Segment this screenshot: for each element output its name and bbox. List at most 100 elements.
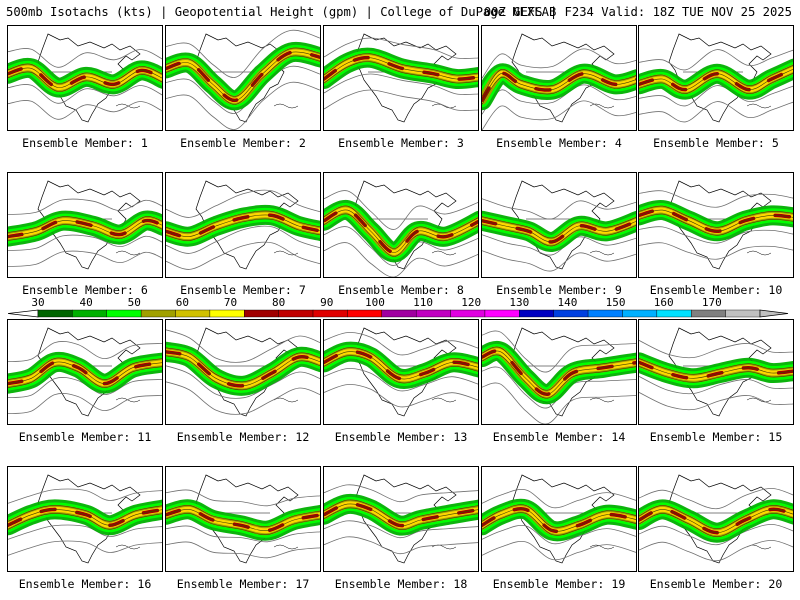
member-map	[482, 33, 636, 130]
ensemble-member-panel	[165, 25, 321, 131]
member-map	[639, 180, 793, 270]
member-map	[482, 327, 636, 424]
ensemble-member-panel	[323, 25, 479, 131]
height-contour	[639, 523, 793, 546]
streamline	[166, 51, 320, 101]
ensemble-member-panel	[638, 319, 794, 425]
ensemble-member-label: Ensemble Member: 15	[649, 430, 783, 444]
height-contour	[482, 250, 636, 272]
streamline	[8, 220, 162, 237]
member-map	[482, 474, 636, 564]
height-contour	[639, 190, 793, 208]
ensemble-member-panel	[481, 319, 637, 425]
colorbar-tick-label: 70	[224, 296, 237, 309]
streamline	[639, 213, 793, 236]
ensemble-member-panel	[165, 172, 321, 278]
height-contour	[8, 393, 162, 414]
height-contour	[8, 234, 162, 251]
island-outline	[589, 544, 615, 550]
ensemble-member-panel	[7, 25, 163, 131]
ensemble-member-panel	[7, 466, 163, 572]
height-contour	[639, 101, 793, 123]
colorbar-tick-label: 110	[413, 296, 433, 309]
height-contour	[324, 520, 478, 539]
colorbar-swatch	[244, 309, 279, 318]
height-contour	[482, 198, 636, 220]
member-map	[8, 180, 162, 270]
height-contour	[639, 226, 793, 244]
member-map	[324, 327, 478, 417]
streamline	[166, 214, 320, 237]
ensemble-member-label: Ensemble Member: 1	[22, 136, 148, 150]
coastline-outline	[668, 180, 772, 270]
height-contour	[324, 242, 478, 277]
ensemble-member-label: Ensemble Member: 2	[180, 136, 306, 150]
height-contour	[324, 73, 478, 95]
ensemble-member-label: Ensemble Member: 13	[334, 430, 468, 444]
height-contour	[8, 540, 162, 556]
ensemble-member-panel	[638, 466, 794, 572]
colorbar-tick-label: 160	[654, 296, 674, 309]
height-contour	[639, 49, 793, 71]
ensemble-member-panel	[323, 466, 479, 572]
streamline	[482, 504, 636, 528]
streamline	[639, 205, 793, 228]
colorbar-tick-label: 170	[702, 296, 722, 309]
ensemble-member-label: Ensemble Member: 11	[18, 430, 152, 444]
member-map	[8, 474, 162, 564]
colorbar-graphic: 30 40 50 60 70 80 90 100 110 120 130 140 150 160 170	[8, 296, 789, 318]
island-outline	[746, 103, 772, 109]
streamline	[639, 209, 793, 232]
streamline	[639, 366, 793, 383]
height-contour	[166, 29, 320, 78]
streamline	[639, 513, 793, 538]
colorbar-tick-label: 120	[461, 296, 481, 309]
ensemble-member-panel	[165, 466, 321, 572]
ensemble-member-label: Ensemble Member: 12	[176, 430, 310, 444]
height-contour	[324, 332, 478, 356]
island-outline	[273, 544, 299, 550]
streamline	[166, 513, 320, 536]
streamline	[324, 209, 478, 253]
height-contour	[166, 65, 320, 114]
streamline	[166, 55, 320, 105]
height-contour	[8, 198, 162, 215]
height-contour	[482, 234, 636, 256]
colorbar-swatch	[484, 309, 520, 318]
height-contour	[482, 330, 636, 373]
streamline	[324, 347, 478, 376]
ensemble-member-label: Ensemble Member: 8	[338, 283, 464, 297]
island-outline	[589, 103, 615, 109]
ensemble-member-label: Ensemble Member: 7	[180, 283, 306, 297]
colorbar-left-arrow	[8, 309, 39, 318]
ensemble-member-label: Ensemble Member: 9	[496, 283, 622, 297]
ensemble-member-panel	[323, 172, 479, 278]
colorbar-swatch	[725, 309, 761, 318]
height-contour	[166, 541, 320, 559]
height-contour	[166, 489, 320, 507]
ensemble-member-label: Ensemble Member: 3	[338, 136, 464, 150]
colorbar-tick-label: 130	[509, 296, 529, 309]
streamline	[639, 68, 793, 90]
height-contour	[8, 250, 162, 267]
island-outline	[431, 397, 457, 403]
island-outline	[589, 397, 615, 403]
streamline	[8, 216, 162, 233]
streamline	[166, 210, 320, 233]
streamline	[324, 57, 478, 80]
streamline	[482, 69, 636, 97]
isotach-colorbar: 30 40 50 60 70 80 90 100 110 120 130 140 150 160 170	[8, 296, 792, 320]
streamline	[324, 499, 478, 522]
streamline	[482, 508, 636, 532]
colorbar-tick-label: 150	[606, 296, 626, 309]
streamline	[166, 351, 320, 387]
streamline	[8, 357, 162, 380]
ensemble-member-label: Ensemble Member: 4	[496, 136, 622, 150]
streamline	[166, 509, 320, 532]
streamline	[8, 509, 162, 526]
colorbar-swatch	[553, 309, 589, 318]
streamline	[166, 347, 320, 383]
height-contour	[324, 89, 478, 111]
height-contour	[482, 382, 636, 424]
streamline	[482, 224, 636, 247]
